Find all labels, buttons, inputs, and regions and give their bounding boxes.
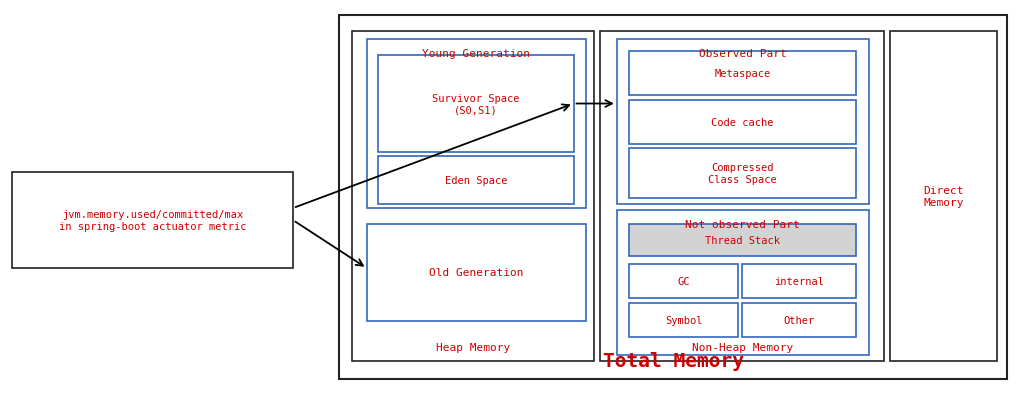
Bar	[378, 56, 574, 152]
Bar	[890, 32, 997, 361]
Bar	[629, 148, 856, 198]
Text: Metaspace: Metaspace	[714, 69, 771, 79]
Bar	[339, 16, 1007, 379]
Bar	[629, 52, 856, 96]
Bar	[629, 225, 856, 257]
Bar	[629, 100, 856, 144]
Bar	[367, 40, 586, 209]
Text: Compressed
Class Space: Compressed Class Space	[708, 163, 777, 184]
Text: Survivor Space
(S0,S1): Survivor Space (S0,S1)	[432, 93, 520, 115]
Bar	[629, 303, 738, 337]
Bar	[378, 156, 574, 205]
Bar	[12, 172, 293, 269]
Bar	[617, 40, 869, 205]
Text: Eden Space: Eden Space	[445, 176, 507, 185]
Bar	[617, 211, 869, 355]
Text: Total Memory: Total Memory	[602, 351, 744, 371]
Text: Old Generation: Old Generation	[430, 268, 523, 277]
Text: jvm.memory.used/committed/max
in spring-boot actuator metric: jvm.memory.used/committed/max in spring-…	[59, 210, 247, 231]
Text: Symbol: Symbol	[665, 315, 702, 325]
Text: Other: Other	[783, 315, 815, 325]
Text: internal: internal	[774, 277, 824, 287]
Text: GC: GC	[677, 277, 690, 287]
Text: Direct
Memory: Direct Memory	[923, 186, 964, 207]
Bar	[600, 32, 884, 361]
Bar	[367, 225, 586, 321]
Text: Young Generation: Young Generation	[423, 49, 530, 59]
Text: Observed Part: Observed Part	[699, 49, 786, 59]
Bar	[352, 32, 594, 361]
Text: Not observed Part: Not observed Part	[686, 219, 800, 229]
Text: Non-Heap Memory: Non-Heap Memory	[692, 342, 793, 352]
Text: Thread Stack: Thread Stack	[705, 236, 780, 245]
Bar	[742, 265, 856, 299]
Text: Heap Memory: Heap Memory	[436, 342, 510, 352]
Text: Code cache: Code cache	[711, 117, 774, 127]
Bar	[742, 303, 856, 337]
Bar	[629, 265, 738, 299]
